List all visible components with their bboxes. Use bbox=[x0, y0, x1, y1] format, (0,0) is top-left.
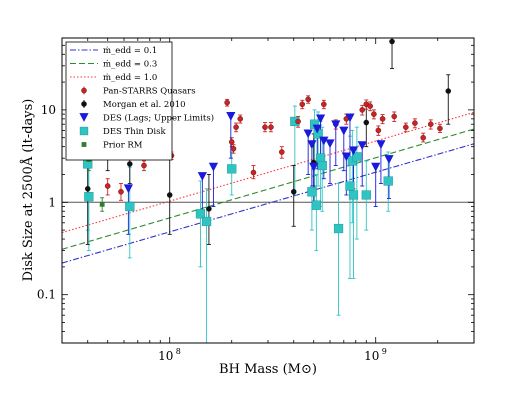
morgan-et-al-2010-point-2 bbox=[127, 161, 133, 167]
legend-series-label-4: Prior RM bbox=[103, 141, 143, 151]
des-lags-upper-limits-point-0 bbox=[123, 184, 133, 194]
des-thin-disk-point-5 bbox=[227, 164, 237, 174]
pan-starrs-quasars-point-30 bbox=[437, 125, 443, 132]
des-lags-upper-limits-point-9 bbox=[319, 136, 329, 146]
model-line-0 bbox=[62, 143, 474, 264]
des-thin-disk-point-12 bbox=[317, 160, 327, 171]
pan-starrs-quasars-point-10 bbox=[262, 124, 268, 130]
des-thin-disk-point-13 bbox=[333, 223, 344, 234]
des-lags-upper-limits-point-1 bbox=[197, 172, 207, 181]
pan-starrs-quasars-point-27 bbox=[412, 120, 418, 126]
pan-starrs-quasars-point-25 bbox=[391, 113, 397, 120]
legend-marker-1 bbox=[81, 101, 87, 107]
y-tick-label-1: 1 bbox=[48, 195, 56, 209]
des-lags-upper-limits-point-15 bbox=[348, 146, 359, 156]
des-thin-disk-point-4 bbox=[201, 216, 212, 227]
y-tick-label-2: 10 bbox=[41, 103, 56, 117]
x-tick-label-1: 10 bbox=[364, 349, 379, 363]
des-lags-upper-limits-point-13 bbox=[341, 152, 351, 162]
des-thin-disk-point-14 bbox=[345, 181, 355, 191]
x-tick-label-0: 10 bbox=[158, 349, 173, 363]
pan-starrs-quasars-point-14 bbox=[299, 101, 306, 108]
des-thin-disk-point-1 bbox=[84, 192, 94, 202]
legend-line-label-1: ṁ_edd = 0.3 bbox=[103, 60, 157, 70]
prior-rm-point-1 bbox=[99, 201, 105, 207]
des-lags-upper-limits-point-7 bbox=[312, 124, 322, 134]
des-lags-upper-limits-point-5 bbox=[307, 140, 317, 150]
legend-series-label-2: DES (Lags; Upper Limits) bbox=[103, 113, 214, 124]
des-lags-upper-limits-point-18 bbox=[376, 140, 386, 150]
y-axis-label: Disk Size at 2500Å (lt-days) bbox=[20, 99, 36, 282]
pan-starrs-quasars-point-2 bbox=[141, 162, 147, 169]
pan-starrs-quasars-point-9 bbox=[250, 169, 257, 176]
des-thin-disk-point-19 bbox=[383, 176, 393, 186]
des-lags-upper-limits-point-16 bbox=[357, 141, 367, 151]
des-thin-disk-point-18 bbox=[361, 190, 371, 200]
pan-starrs-quasars-point-15 bbox=[305, 96, 311, 103]
legend-marker-4 bbox=[81, 142, 87, 147]
morgan-et-al-2010-point-3 bbox=[166, 192, 173, 198]
legend-line-label-0: ṁ_edd = 0.1 bbox=[103, 46, 157, 56]
pan-starrs-quasars-point-5 bbox=[228, 139, 235, 145]
des-lags-upper-limits-point-17 bbox=[371, 162, 381, 172]
pan-starrs-quasars-point-28 bbox=[420, 134, 426, 141]
legend-series-label-0: Pan-STARRS Quasars bbox=[103, 87, 196, 97]
pan-starrs-quasars-point-16 bbox=[321, 101, 327, 108]
morgan-et-al-2010-point-0 bbox=[84, 186, 91, 192]
legend: ṁ_edd = 0.1 ṁ_edd = 0.3 ṁ_edd = 1.0 Pan-STA… bbox=[65, 41, 214, 161]
pan-starrs-quasars-point-11 bbox=[268, 124, 274, 130]
des-thin-disk-point-8 bbox=[309, 119, 320, 129]
morgan-et-al-2010-point-5 bbox=[290, 189, 297, 195]
des-lags-upper-limits-point-2 bbox=[208, 162, 219, 172]
pan-starrs-quasars-point-0 bbox=[104, 183, 111, 189]
x-tick-label-exp-0: 8 bbox=[176, 347, 181, 356]
des-thin-disk-point-7 bbox=[307, 187, 317, 197]
des-lags-upper-limits-point-8 bbox=[315, 114, 326, 124]
des-lags-upper-limits-point-6 bbox=[309, 162, 319, 172]
des-thin-disk-point-9 bbox=[311, 200, 321, 210]
morgan-et-al-2010-point-7 bbox=[363, 119, 370, 126]
x-tick-label-exp-1: 9 bbox=[382, 347, 387, 356]
des-thin-disk-point-16 bbox=[348, 190, 359, 200]
pan-starrs-quasars-point-24 bbox=[379, 116, 386, 122]
legend-marker-3 bbox=[79, 126, 89, 136]
morgan-et-al-2010-point-9 bbox=[445, 88, 452, 94]
legend-line-label-2: ṁ_edd = 1.0 bbox=[103, 73, 157, 83]
pan-starrs-quasars-point-8 bbox=[237, 116, 244, 122]
pan-starrs-quasars-point-21 bbox=[367, 103, 373, 109]
pan-starrs-quasars-point-6 bbox=[230, 145, 237, 152]
des-lags-upper-limits-point-10 bbox=[325, 139, 335, 149]
des-lags-upper-limits-point-3 bbox=[226, 112, 236, 121]
des-lags-upper-limits-point-11 bbox=[331, 120, 341, 130]
des-thin-disk-point-3 bbox=[195, 209, 206, 219]
pan-starrs-quasars-point-12 bbox=[279, 149, 285, 155]
legend-marker-2 bbox=[79, 113, 89, 122]
pan-starrs-quasars-point-22 bbox=[371, 111, 377, 117]
des-thin-disk-point-2 bbox=[125, 201, 135, 212]
des-lags-upper-limits-point-12 bbox=[339, 126, 349, 136]
legend-series-label-3: DES Thin Disk bbox=[103, 127, 166, 137]
x-axis-label: BH Mass (M⊙) bbox=[219, 362, 317, 377]
morgan-et-al-2010-point-4 bbox=[206, 206, 212, 212]
y-tick-label-0: 0.1 bbox=[37, 288, 56, 302]
model-line-2 bbox=[62, 111, 474, 234]
pan-starrs-quasars-point-23 bbox=[375, 127, 382, 134]
pan-starrs-quasars-point-19 bbox=[359, 107, 365, 113]
pan-starrs-quasars-point-4 bbox=[224, 99, 230, 106]
pan-starrs-quasars-point-29 bbox=[428, 121, 434, 127]
legend-marker-0 bbox=[81, 87, 87, 94]
pan-starrs-quasars-point-13 bbox=[295, 118, 301, 125]
pan-starrs-quasars-point-1 bbox=[118, 189, 124, 195]
des-lags-upper-limits-point-14 bbox=[345, 113, 355, 123]
des-lags-upper-limits-point-19 bbox=[384, 155, 394, 164]
des-thin-disk-point-17 bbox=[352, 152, 362, 162]
pan-starrs-quasars-point-7 bbox=[233, 124, 239, 130]
pan-starrs-quasars-point-26 bbox=[403, 124, 409, 130]
des-lags-upper-limits-point-4 bbox=[303, 129, 313, 139]
legend-series-label-1: Morgan et al. 2010 bbox=[103, 100, 186, 110]
morgan-et-al-2010-point-8 bbox=[389, 38, 395, 45]
